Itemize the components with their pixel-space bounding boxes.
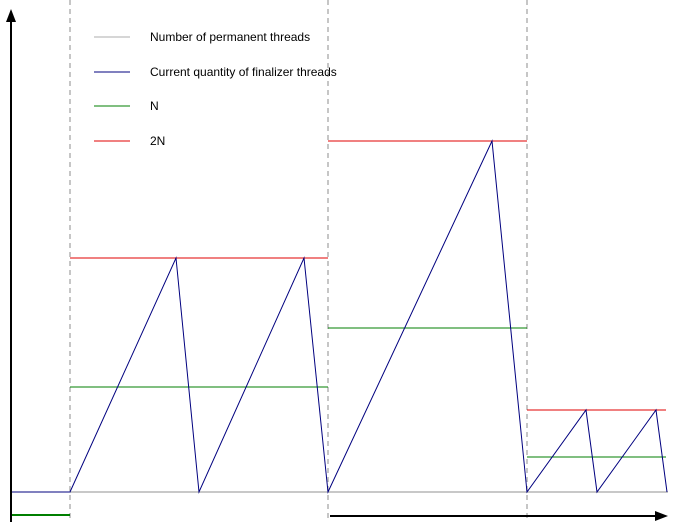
legend-label-n: N (150, 99, 159, 113)
axes (6, 9, 668, 522)
n-lines (70, 327, 666, 458)
two-n-lines (70, 140, 666, 411)
legend-label-current: Current quantity of finalizer threads (150, 65, 337, 79)
current-finalizer-threads-line (11, 139, 668, 494)
phase-dividers (69, 0, 528, 520)
legend-label-two-n: 2N (150, 134, 165, 148)
x-axis-arrow (655, 511, 668, 521)
y-axis-arrow (6, 9, 16, 22)
legend: Number of permanent threads Current quan… (94, 30, 337, 148)
legend-label-permanent: Number of permanent threads (150, 30, 310, 44)
